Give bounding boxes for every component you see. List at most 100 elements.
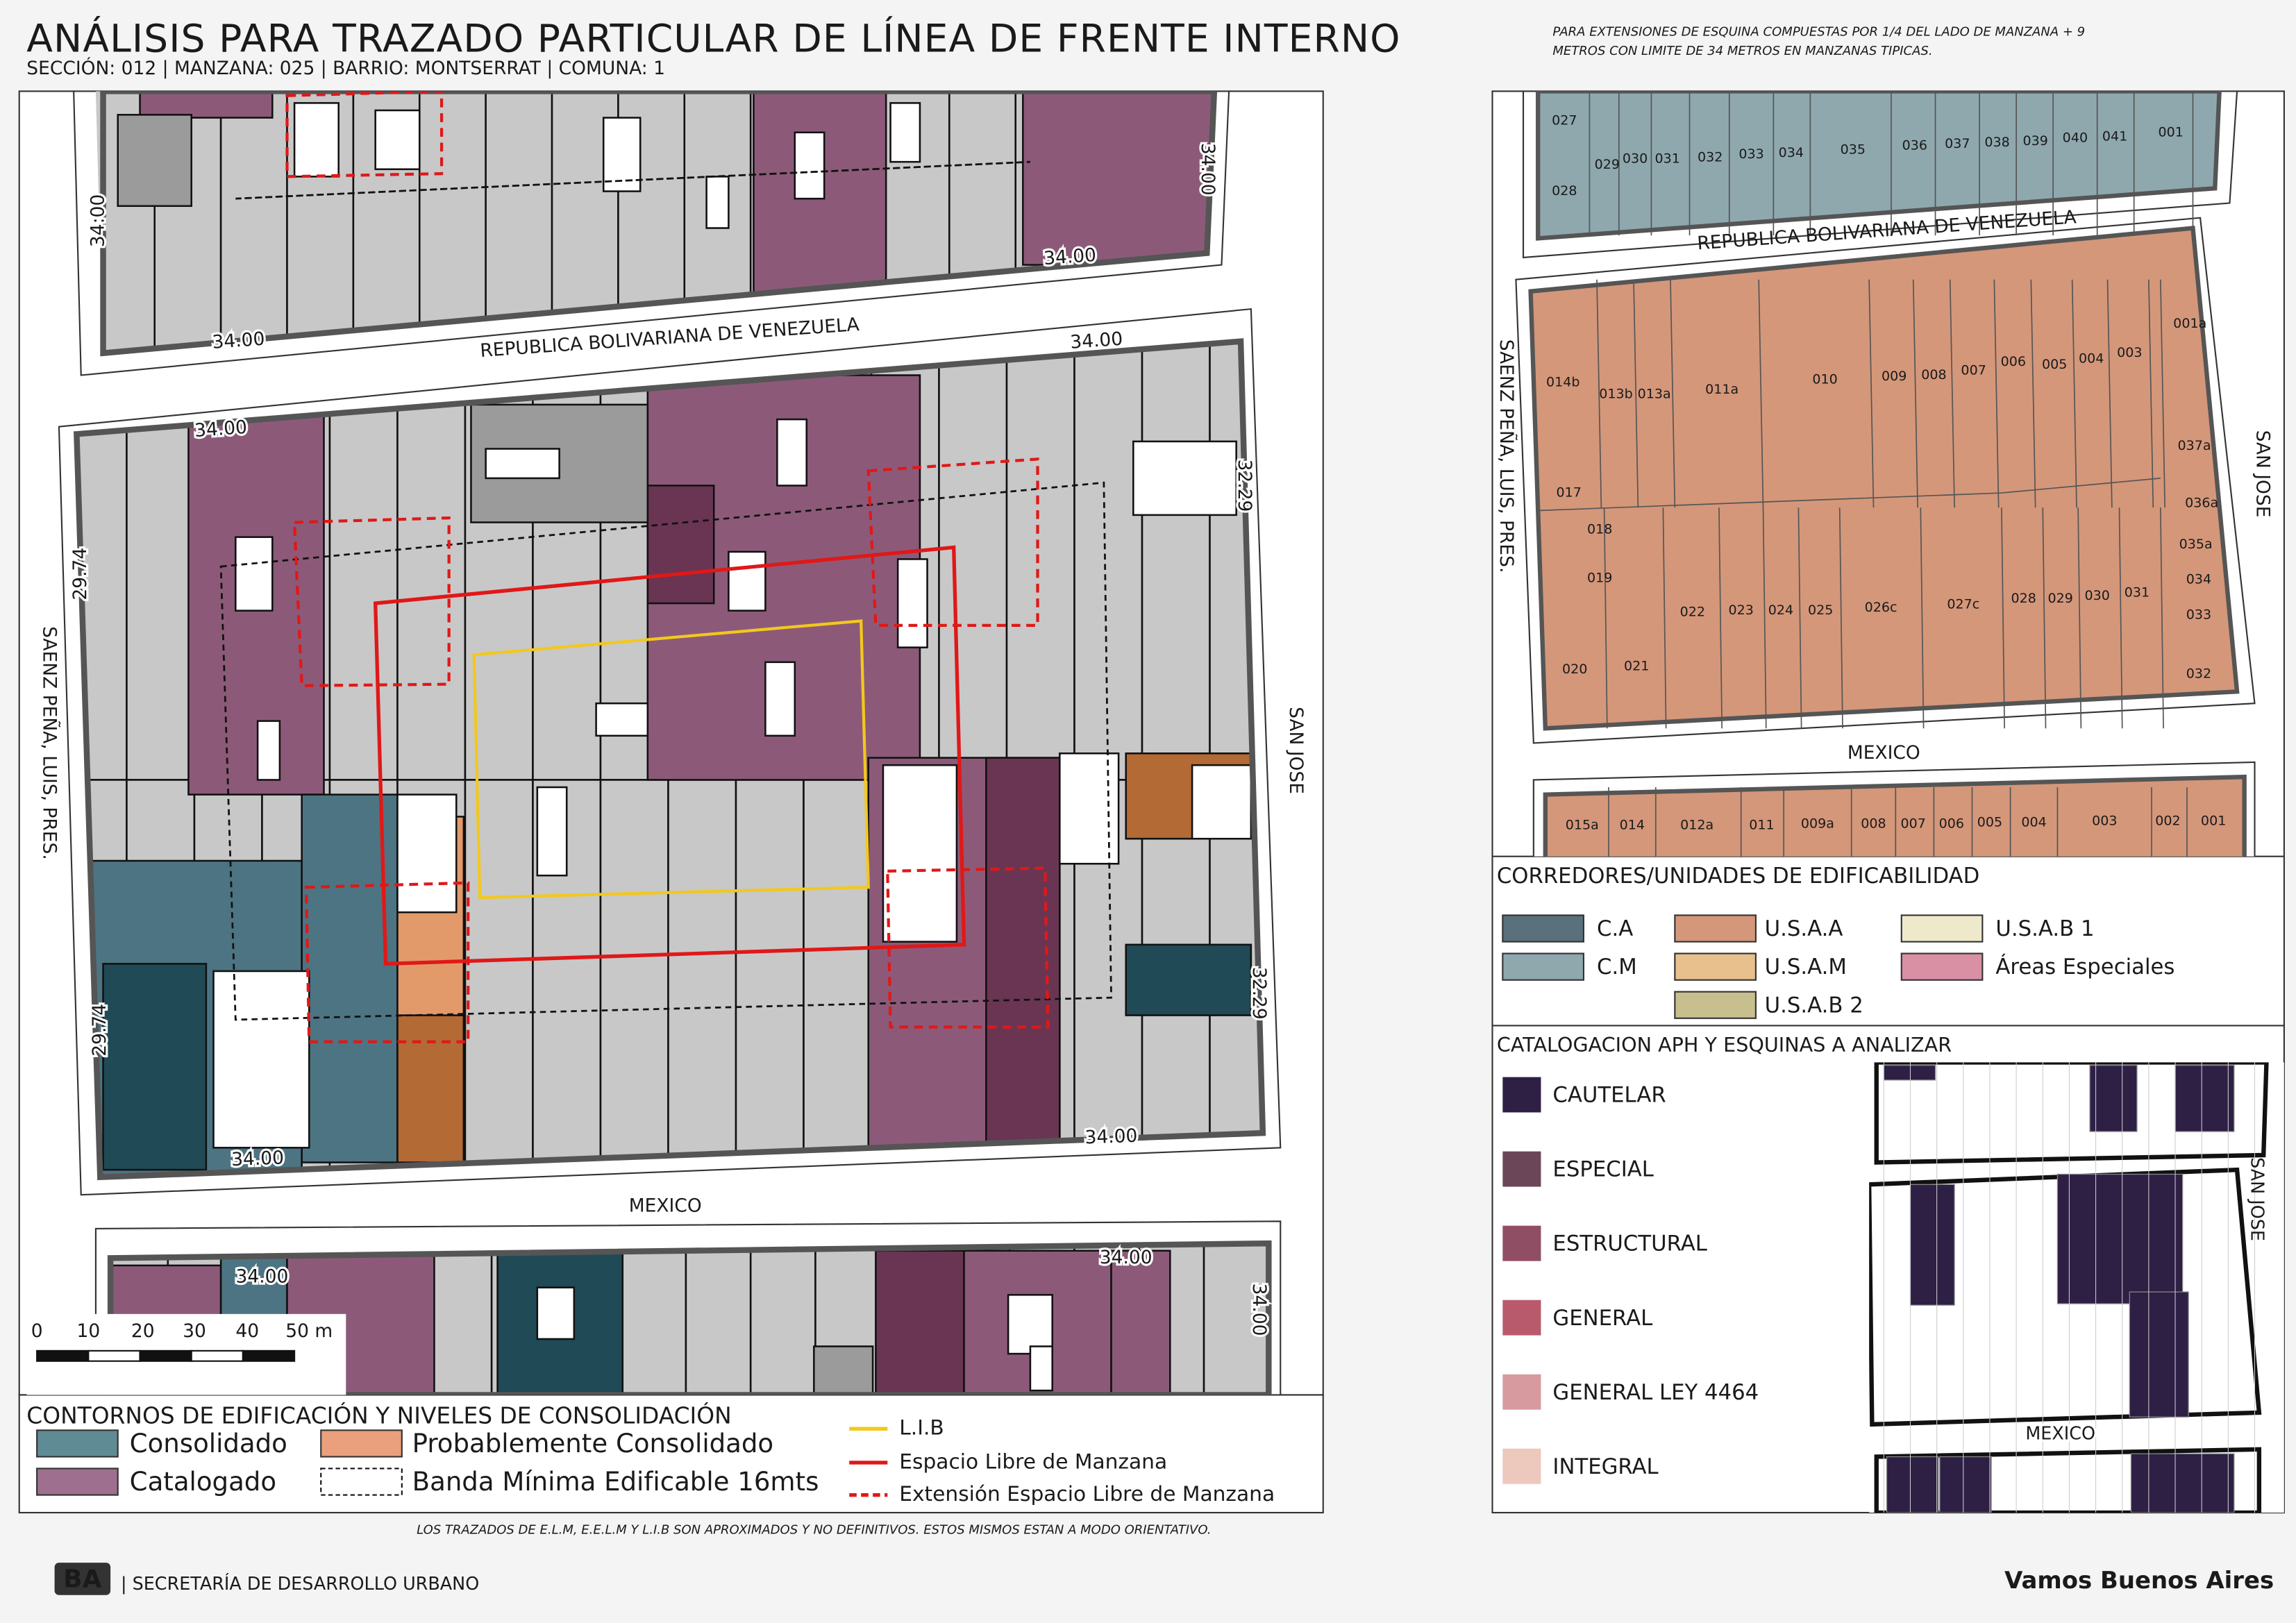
building [705,176,730,229]
legend-item: U.S.A.B 1 [1995,916,2094,941]
dimension-label: 34.00 [1197,143,1218,196]
legend-item: U.S.A.B 2 [1765,993,1863,1018]
dimension-label: 34:00 [87,194,109,247]
dimension-label: 34.00 [212,328,266,353]
building [212,970,310,1149]
band-16m [235,160,1030,200]
legend-item: Extensión Espacio Libre de Manzana [899,1481,1275,1506]
parcel-line [1798,507,1802,729]
elm-extension [886,866,1050,1029]
parcel-label: 003 [2092,813,2117,828]
cautelar-parcel [2175,1065,2235,1132]
parcel-label: 027 [1552,112,1577,128]
building [602,117,642,192]
parcel-line [2118,507,2123,729]
elm-extension [292,516,451,687]
building [374,109,421,171]
parcel [1022,91,1214,266]
parcel-label: 017 [1557,485,1582,501]
note: METROS CON LIMITE DE 34 METROS EN MANZAN… [1552,44,1932,58]
scale-label: 10 [76,1320,100,1342]
parcel [985,757,1061,1149]
parcel-label: 025 [1808,603,1833,618]
parcel-line [1758,279,1764,508]
building [764,661,796,737]
parcel-label: 007 [1961,363,1986,378]
main-map [26,91,1282,1395]
parcel [117,114,192,208]
parcel [139,91,274,119]
parcel-label: 014b [1546,375,1580,390]
parcel-label: 032 [1698,149,1723,165]
mini-map [1869,1062,2284,1513]
parcel-label: 035 [1841,142,1866,158]
building [235,536,274,612]
legend-swatch [1674,991,1757,1019]
band-16m [219,481,1112,1021]
parcel-label: 033 [2186,607,2211,623]
dimension-label: 34.00 [194,417,248,442]
legend-item: GENERAL [1552,1306,1652,1331]
parcel-line [2106,279,2113,508]
parcel-label: 011a [1705,382,1738,397]
parcel-label: 030 [1623,151,1648,166]
parcel-label: 029 [2048,591,2073,606]
parcel-label: 032 [2186,666,2211,681]
scale-label: 40 [235,1320,259,1342]
dimension-label: 34.00 [1069,328,1123,353]
elm-extension [866,457,1039,627]
subtitle: SECCIÓN: 012 | MANZANA: 025 | BARRIO: MO… [26,57,665,79]
right-map [1515,91,2256,857]
parcel-line [2042,507,2047,729]
parcel-label: 013b [1599,387,1633,402]
parcel [1005,341,1075,781]
parcel [396,1014,465,1163]
parcel-line [2159,279,2166,508]
parcel-line [2159,507,2164,729]
parcel-label: 035a [2179,537,2213,552]
cautelar-parcel [1909,1184,1955,1306]
parcel-line [1670,279,1676,508]
legend-item: GENERAL LEY 4464 [1552,1380,1759,1405]
street-label: SAN JOSE [2247,1157,2268,1241]
parcel-label: 001 [2158,124,2183,140]
scale-label: 50 m [285,1320,333,1342]
legend-item: Consolidado [130,1429,287,1458]
building [256,720,281,781]
dimension-label: 32.29 [1234,460,1255,512]
scale-label: 30 [183,1320,206,1342]
parcel-line [2077,507,2082,729]
parcel-line [1949,279,1955,508]
logo: BA [63,1565,101,1594]
parcel-line [2001,507,2005,729]
legend-swatch [1502,1374,1541,1410]
parcel-line [1633,279,1639,508]
scale-segment [242,1349,296,1362]
elm [373,545,966,966]
legend-item: ESTRUCTURAL [1552,1231,1707,1256]
legend-swatch [1502,1300,1541,1336]
parcel [485,91,553,353]
parcel-label: 034 [2186,572,2211,587]
cautelar-parcel [2129,1291,2189,1418]
legend-swatch [320,1468,403,1496]
parcel-line [1538,478,2161,512]
legend-swatch [1900,952,1984,981]
dimension-label: 34.00 [1100,1247,1153,1268]
parcel-label: 019 [1587,571,1612,586]
parcel-label: 008 [1861,816,1886,832]
parcel-label: 039 [2022,133,2047,149]
parcel-line [1993,279,2000,508]
parcel-line [1596,279,1602,508]
street-label: SAENZ PEÑA, LUIS, PRES. [1495,339,1518,573]
slogan: Vamos Buenos Aires [2004,1567,2274,1594]
title: ANÁLISIS PARA TRAZADO PARTICULAR DE LÍNE… [26,15,1400,60]
parcel-line [2148,279,2154,508]
legend-title: CONTORNOS DE EDIFICACIÓN Y NIVELES DE CO… [26,1402,731,1429]
note: PARA EXTENSIONES DE ESQUINA COMPUESTAS P… [1552,25,2085,40]
cautelar-parcel [1883,1065,1936,1081]
legend-item: L.I.B [899,1415,944,1440]
parcel-label: 008 [1921,367,1946,382]
parcel-label: 022 [1680,604,1705,619]
